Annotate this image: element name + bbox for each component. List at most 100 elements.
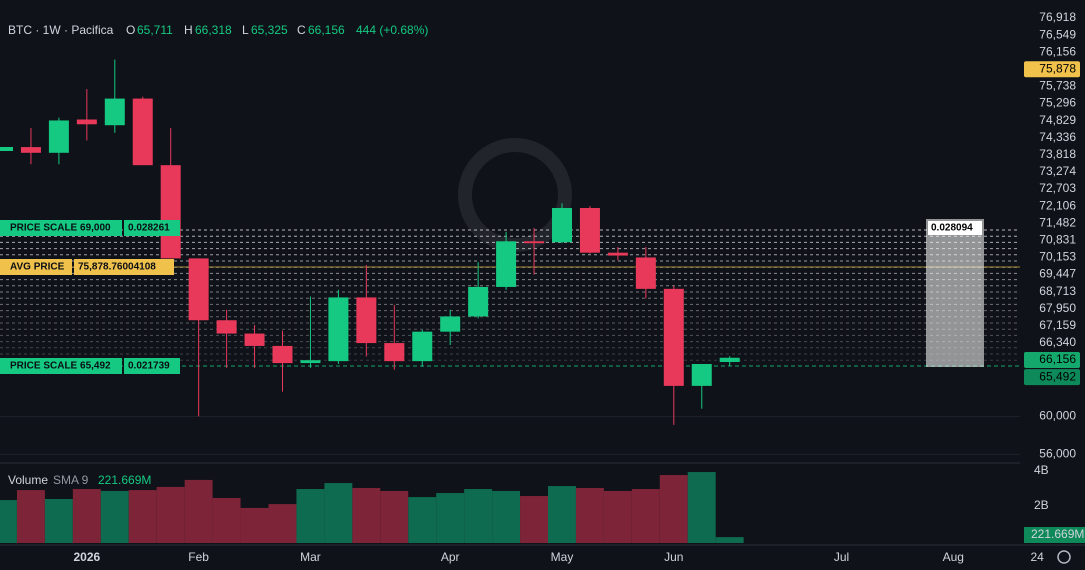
- price-label-bg: [1024, 61, 1080, 78]
- x-tick-label: Aug: [943, 550, 964, 564]
- volume-bar: [715, 537, 744, 543]
- candle-body: [160, 165, 181, 259]
- volume-bar: [184, 479, 213, 543]
- volume-bar: [520, 496, 548, 543]
- volume-bar: [464, 489, 493, 543]
- volume-bar: [16, 490, 45, 543]
- price-label: 74,336: [1039, 130, 1076, 144]
- l: 65,325: [251, 23, 288, 37]
- price-label-bg: [1024, 369, 1080, 386]
- c: 66,156: [308, 23, 345, 37]
- volume-bar: [631, 489, 660, 543]
- price-label: 69,447: [1039, 267, 1076, 281]
- price-label-bg: [1024, 352, 1080, 368]
- volume-bar: [268, 504, 297, 543]
- h: 66,318: [195, 23, 232, 37]
- volume-tick-label: 2B: [1034, 498, 1049, 512]
- volume-name: Volume: [8, 473, 48, 487]
- candle-body: [384, 343, 405, 362]
- candle-body: [691, 364, 712, 386]
- overlay-value: 0.028261: [128, 223, 170, 234]
- y-tick-label: 60,000: [1039, 409, 1076, 423]
- candle-body: [272, 345, 293, 364]
- volume-bar: [44, 499, 73, 543]
- volume-bar: [240, 507, 269, 543]
- candle-body: [719, 357, 740, 363]
- price-label: 71,482: [1039, 215, 1076, 229]
- candle-body: [0, 147, 13, 151]
- candle-body: [216, 320, 237, 334]
- x-tick-label: May: [551, 550, 574, 564]
- axis-bg: [1020, 0, 1085, 570]
- volume-bar: [100, 490, 129, 543]
- candle-body: [635, 257, 656, 289]
- ohlc: O 65,711 H 66,318 L 65,325 C 66,156 444 …: [126, 23, 428, 37]
- x-tick-label: 24: [1030, 550, 1044, 564]
- candle-body: [524, 241, 545, 244]
- settings-icon[interactable]: [1057, 550, 1071, 564]
- candle-body: [104, 98, 125, 126]
- x-tick-label: Jun: [664, 550, 683, 564]
- x-tick-label: Feb: [188, 550, 209, 564]
- price-label: 72,703: [1039, 181, 1076, 195]
- price-label: 66,156: [1039, 352, 1076, 366]
- volume-bar: [687, 472, 716, 543]
- volume-bar: [408, 497, 437, 543]
- volume-bar: [380, 490, 409, 543]
- h-key: H: [184, 23, 193, 37]
- candle-body: [328, 297, 349, 362]
- overlay-box-top: [928, 221, 982, 235]
- o-key: O: [126, 23, 135, 37]
- price-label: 73,818: [1039, 147, 1076, 161]
- candle-body: [48, 120, 69, 153]
- price-label: 66,340: [1039, 335, 1076, 349]
- change: 444 (+0.68%): [356, 23, 428, 37]
- candle-body: [188, 258, 209, 321]
- candle-body: [244, 333, 265, 346]
- price-label: 76,918: [1039, 10, 1076, 24]
- candle-body: [412, 331, 433, 362]
- price-label: 76,156: [1039, 44, 1076, 58]
- candle-body: [20, 147, 41, 153]
- volume-bar: [0, 500, 17, 543]
- volume-bar: [436, 493, 465, 543]
- overlay-name: PRICE SCALE 69,000: [10, 223, 111, 234]
- price-label: 75,738: [1039, 79, 1076, 93]
- volume-bar: [659, 475, 688, 543]
- price-label: 72,106: [1039, 198, 1076, 212]
- volume-bar: [575, 487, 604, 543]
- candle-body: [300, 360, 321, 364]
- candle-body: [76, 119, 97, 125]
- overlay-value: 0.021739: [128, 361, 170, 372]
- overlay-value-bg: [124, 220, 180, 236]
- x-tick-label: 2026: [73, 550, 100, 564]
- candle-body: [579, 207, 600, 253]
- volume-bar: [352, 487, 381, 543]
- candle-body: [356, 297, 377, 344]
- overlay-box: 0.028094: [931, 223, 973, 234]
- l-key: L: [242, 23, 249, 37]
- overlay-name-bg: [0, 358, 122, 374]
- volume-sma: SMA 9: [53, 473, 89, 487]
- overlay-name: PRICE SCALE 65,492: [10, 361, 111, 372]
- overlay-value: 75,878.76004108: [78, 262, 156, 273]
- overlay-box-bg: [926, 219, 984, 367]
- overlay-name: AVG PRICE: [10, 262, 65, 273]
- volume-bar: [324, 483, 353, 543]
- price-label: 75,296: [1039, 96, 1076, 110]
- price-label: 74,829: [1039, 113, 1076, 127]
- c-key: C: [297, 23, 306, 37]
- volume-bar: [156, 486, 185, 543]
- price-label: 76,549: [1039, 27, 1076, 41]
- volume-bar: [492, 490, 521, 543]
- volume-badge-bg: [1024, 527, 1085, 543]
- volume-bar: [603, 490, 632, 543]
- candle-body: [132, 98, 153, 166]
- volume-bar: [128, 490, 157, 543]
- candle-body: [552, 207, 572, 243]
- o: 65,711: [137, 23, 173, 37]
- volume-bar: [296, 489, 325, 543]
- overlay-name-bg: [0, 220, 122, 236]
- overlay-value-bg: [124, 358, 180, 374]
